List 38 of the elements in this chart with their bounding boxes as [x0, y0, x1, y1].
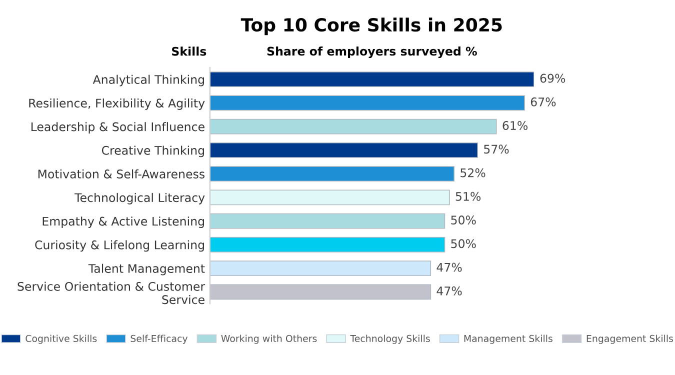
data-label: 47%	[436, 286, 462, 296]
y-tick-label: Talent Management	[88, 264, 205, 276]
bar	[210, 118, 497, 134]
legend-label: Engagement Skills	[586, 334, 674, 344]
bar	[210, 260, 432, 276]
y-axis-title: Skills	[172, 46, 206, 56]
y-tick-label: Resilience, Flexibility & Agility	[29, 98, 205, 110]
x-axis-title: Share of employers surveyed %	[267, 46, 477, 58]
data-label: 50%	[451, 239, 476, 248]
legend-label: Management Skills	[464, 334, 552, 344]
bar	[210, 72, 534, 88]
data-label: 51%	[456, 192, 481, 201]
y-tick-label: Creative Thinking	[102, 146, 204, 158]
data-label: 67%	[530, 97, 556, 106]
y-tick-label: Curiosity & Lifelong Learning	[35, 240, 204, 252]
y-tick-label: Technological Literacy	[74, 192, 205, 204]
data-label: 69%	[540, 74, 566, 83]
bar	[210, 142, 478, 158]
y-tick-label: Motivation & Self-Awareness	[38, 169, 204, 178]
data-label: 52%	[460, 168, 486, 178]
data-label: 61%	[502, 121, 528, 130]
bar	[210, 95, 525, 111]
legend-label: Technology Skills	[350, 334, 430, 344]
legend-label: Cognitive Skills	[26, 334, 97, 344]
legend-label: Self-Efficacy	[130, 334, 188, 344]
bar	[210, 166, 455, 182]
y-tick-label: Empathy & Active Listening	[42, 216, 204, 228]
legend-label: Working with Others	[221, 334, 317, 344]
y-tick-label: Analytical Thinking	[92, 74, 204, 86]
data-label: 50%	[451, 216, 476, 224]
y-tick-label: Leadership & Social Influence	[31, 122, 204, 134]
data-label: 57%	[484, 144, 509, 154]
chart-title: Top 10 Core Skills in 2025	[240, 18, 502, 36]
bar	[210, 213, 446, 229]
bar	[210, 190, 450, 206]
bar	[210, 236, 446, 252]
y-tick-label: Service Orientation & Customer Service	[18, 282, 206, 304]
data-label: 47%	[436, 262, 462, 272]
